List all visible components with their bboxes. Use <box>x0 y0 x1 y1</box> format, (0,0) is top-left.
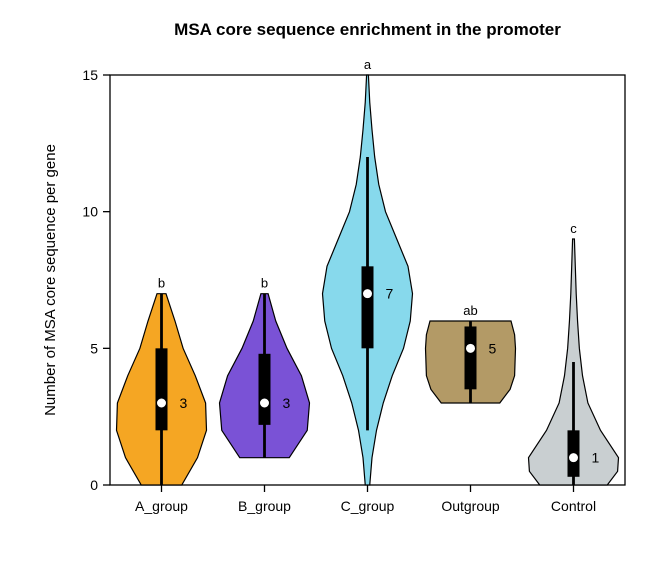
median-dot-C_group <box>363 289 373 299</box>
chart-container: 051015Number of MSA core sequence per ge… <box>0 0 653 576</box>
median-label-C_group: 7 <box>386 286 394 302</box>
x-tick-label: C_group <box>341 498 395 514</box>
median-label-Outgroup: 5 <box>489 340 497 356</box>
sig-letter-Outgroup: ab <box>463 303 477 318</box>
box-Outgroup <box>465 326 477 389</box>
sig-letter-A_group: b <box>158 276 165 291</box>
box-B_group <box>259 354 271 425</box>
median-dot-A_group <box>157 398 167 408</box>
y-tick-label: 10 <box>82 204 98 220</box>
violin-plot: 051015Number of MSA core sequence per ge… <box>0 0 653 576</box>
y-tick-label: 15 <box>82 67 98 83</box>
box-C_group <box>362 266 374 348</box>
chart-title: MSA core sequence enrichment in the prom… <box>174 20 561 39</box>
y-tick-label: 5 <box>90 340 98 356</box>
median-label-B_group: 3 <box>283 395 291 411</box>
sig-letter-C_group: a <box>364 57 372 72</box>
x-tick-label: B_group <box>238 498 291 514</box>
x-tick-label: Control <box>551 498 596 514</box>
median-label-A_group: 3 <box>180 395 188 411</box>
median-dot-B_group <box>260 398 270 408</box>
sig-letter-Control: c <box>570 221 577 236</box>
median-dot-Outgroup <box>466 343 476 353</box>
x-tick-label: A_group <box>135 498 188 514</box>
sig-letter-B_group: b <box>261 276 268 291</box>
box-A_group <box>156 348 168 430</box>
y-tick-label: 0 <box>90 477 98 493</box>
y-axis-label: Number of MSA core sequence per gene <box>42 144 59 416</box>
median-label-Control: 1 <box>592 450 600 466</box>
median-dot-Control <box>569 453 579 463</box>
x-tick-label: Outgroup <box>441 498 500 514</box>
